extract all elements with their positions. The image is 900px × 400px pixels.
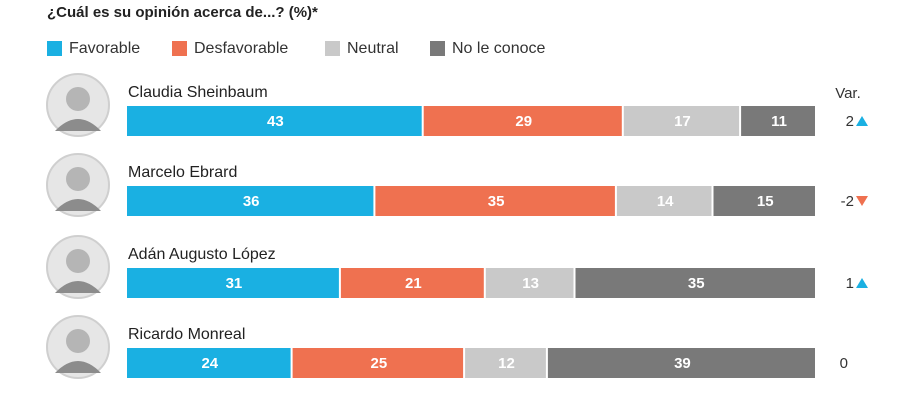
value-label: 17: [674, 113, 691, 130]
trend-arrow: [856, 196, 868, 206]
bar-segment: [623, 106, 740, 136]
avatar-body: [55, 199, 101, 211]
value-label: 35: [688, 275, 705, 292]
bar-segment: [423, 106, 622, 136]
trend-arrow: [856, 278, 868, 288]
value-label: 35: [488, 193, 505, 210]
avatar-head: [66, 249, 90, 273]
var-value: 1: [846, 275, 854, 292]
candidate-name: Claudia Sheinbaum: [128, 84, 268, 101]
avatar-body: [55, 281, 101, 293]
avatar-body: [55, 361, 101, 373]
value-label: 15: [757, 193, 774, 210]
var-value: -2: [841, 193, 854, 210]
value-label: 39: [674, 355, 691, 372]
legend-label: Neutral: [347, 40, 399, 57]
bar-segment: [547, 348, 815, 378]
value-label: 31: [226, 275, 243, 292]
var-value: 2: [846, 113, 854, 130]
legend-swatch: [430, 41, 445, 56]
bar-segment: [465, 348, 546, 378]
legend-swatch: [47, 41, 62, 56]
legend-swatch: [172, 41, 187, 56]
avatar-head: [66, 87, 90, 111]
value-label: 25: [371, 355, 388, 372]
value-label: 24: [201, 355, 218, 372]
bar-segment: [127, 106, 422, 136]
candidate-name: Ricardo Monreal: [128, 326, 245, 343]
bar-segment: [375, 186, 615, 216]
legend-label: Favorable: [69, 40, 140, 57]
value-label: 36: [243, 193, 260, 210]
avatar-head: [66, 329, 90, 353]
avatar-body: [55, 119, 101, 131]
value-label: 43: [267, 113, 284, 130]
trend-arrow: [856, 116, 868, 126]
var-value: 0: [840, 355, 848, 372]
value-label: 11: [771, 113, 787, 130]
bar-segment: [713, 186, 815, 216]
value-label: 12: [498, 355, 515, 372]
bar-segment: [616, 186, 712, 216]
bar-segment: [575, 268, 815, 298]
value-label: 13: [522, 275, 539, 292]
bar-segment: [485, 268, 574, 298]
bar-segment: [127, 268, 339, 298]
legend-label: Desfavorable: [194, 40, 288, 57]
legend-swatch: [325, 41, 340, 56]
bar-segment: [292, 348, 464, 378]
var-header: Var.: [835, 85, 861, 102]
value-label: 14: [657, 193, 674, 210]
value-label: 29: [515, 113, 532, 130]
candidate-name: Adán Augusto López: [128, 246, 276, 263]
bar-segment: [741, 106, 815, 136]
value-label: 21: [405, 275, 422, 292]
candidate-name: Marcelo Ebrard: [128, 164, 237, 181]
chart-title: ¿Cuál es su opinión acerca de...? (%)*: [47, 4, 318, 21]
avatar-head: [66, 167, 90, 191]
legend-label: No le conoce: [452, 40, 545, 57]
bar-segment: [127, 186, 374, 216]
bar-segment: [340, 268, 484, 298]
bar-segment: [127, 348, 291, 378]
